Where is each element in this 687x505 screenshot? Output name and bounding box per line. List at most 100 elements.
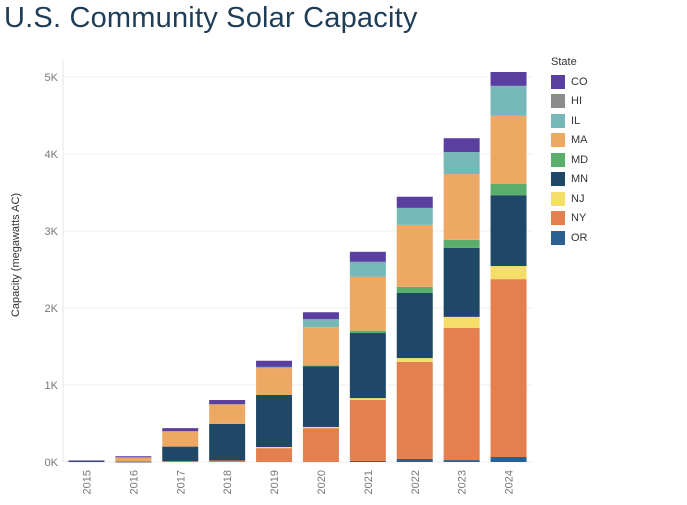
legend-item-ny[interactable]: NY — [551, 209, 588, 229]
bar-segment-nj-2021 — [349, 398, 386, 401]
bar-segment-ma-2024 — [490, 115, 527, 185]
x-tick-label: 2021 — [363, 470, 375, 494]
legend-swatch — [551, 152, 565, 167]
bar-segment-mn-2018 — [209, 423, 246, 461]
bar-segment-co-2018 — [209, 400, 246, 405]
bar-segment-md-2022 — [396, 286, 433, 293]
legend-label: NY — [571, 212, 587, 225]
bar-segment-md-2023 — [443, 239, 480, 248]
legend-swatch — [551, 230, 565, 245]
bar-segment-nj-2023 — [443, 316, 480, 329]
bar-segment-mn-2017 — [162, 446, 199, 462]
legend-swatch — [551, 133, 565, 148]
bar-segment-mn-2024 — [490, 195, 527, 267]
legend-item-nj[interactable]: NJ — [551, 189, 588, 209]
bar-segment-ma-2018 — [209, 404, 246, 424]
bar-segment-co-2016 — [115, 456, 152, 458]
y-tick-label: 4K — [45, 149, 59, 161]
bar-segment-ny-2017 — [162, 461, 199, 463]
y-tick-label: 3K — [45, 226, 59, 238]
bar-segment-ma-2017 — [162, 431, 199, 447]
bar-segment-co-2017 — [162, 428, 199, 432]
legend-label: MA — [571, 134, 588, 147]
x-tick-label: 2017 — [175, 470, 187, 494]
legend-label: OR — [571, 231, 588, 244]
legend-swatch — [551, 172, 565, 187]
legend-item-il[interactable]: IL — [551, 111, 588, 131]
bar-segment-mn-2019 — [256, 395, 293, 447]
legend-item-mn[interactable]: MN — [551, 170, 588, 190]
bar-segment-or-2022 — [396, 458, 433, 462]
x-tick-label: 2020 — [316, 470, 328, 494]
bar-segment-nj-2022 — [396, 358, 433, 362]
legend-title: State — [551, 56, 577, 68]
bar-segment-ny-2024 — [490, 279, 527, 457]
legend-item-co[interactable]: CO — [551, 72, 588, 92]
x-tick-label: 2022 — [410, 470, 422, 494]
bar-segment-co-2020 — [302, 312, 339, 320]
bar-segment-co-2019 — [256, 360, 293, 367]
bar-segment-md-2020 — [302, 365, 339, 367]
y-tick-label: 5K — [45, 72, 59, 84]
bar-segment-or-2024 — [490, 456, 527, 462]
bar-segment-co-2021 — [349, 251, 386, 262]
bar-segment-ma-2022 — [396, 224, 433, 287]
y-tick-label: 1K — [45, 380, 59, 392]
legend: State CO HI IL MA MD MN NJ NY OR — [551, 56, 588, 248]
bar-segment-ny-2018 — [209, 460, 246, 462]
bar-segment-mn-2022 — [396, 292, 433, 359]
legend-label: HI — [571, 95, 582, 108]
legend-item-ma[interactable]: MA — [551, 131, 588, 151]
legend-swatch — [551, 191, 565, 206]
bar-segment-il-2019 — [256, 366, 293, 369]
x-tick-label: 2015 — [81, 470, 93, 494]
bar-segment-ma-2019 — [256, 368, 293, 396]
bar-segment-mn-2020 — [302, 366, 339, 427]
legend-label: MN — [571, 173, 589, 186]
bar-segment-mn-2023 — [443, 247, 480, 317]
bar-segment-ma-2020 — [302, 327, 339, 366]
y-tick-label: 0K — [45, 457, 59, 469]
legend-swatch — [551, 113, 565, 128]
bar-segment-ny-2021 — [349, 400, 386, 461]
legend-item-hi[interactable]: HI — [551, 92, 588, 112]
bar-segment-co-2015 — [68, 460, 105, 462]
bar-segment-il-2022 — [396, 207, 433, 225]
bar-segment-md-2024 — [490, 184, 527, 196]
bar-segment-ny-2022 — [396, 361, 433, 459]
bar-segment-co-2024 — [490, 71, 527, 86]
chart-title: U.S. Community Solar Capacity — [4, 2, 418, 34]
bar-segment-il-2021 — [349, 261, 386, 277]
bar-segment-mn-2021 — [349, 333, 386, 399]
bar-segment-il-2020 — [302, 319, 339, 328]
legend-swatch — [551, 74, 565, 89]
bar-segment-md-2021 — [349, 330, 386, 334]
x-tick-label: 2024 — [504, 470, 516, 494]
legend-item-md[interactable]: MD — [551, 150, 588, 170]
bar-segment-ma-2016 — [115, 457, 152, 462]
bar-segment-ny-2023 — [443, 328, 480, 461]
bar-segment-nj-2024 — [490, 266, 527, 280]
bar-segment-il-2024 — [490, 85, 527, 116]
bar-segment-ma-2021 — [349, 276, 386, 331]
legend-item-or[interactable]: OR — [551, 228, 588, 248]
x-tick-label: 2016 — [128, 470, 140, 494]
y-tick-label: 2K — [45, 303, 59, 315]
bar-segment-nj-2020 — [302, 426, 339, 429]
legend-label: IL — [571, 114, 581, 127]
bar-segment-ny-2019 — [256, 448, 293, 462]
bar-segment-mn-2015 — [68, 460, 105, 462]
legend-label: MD — [571, 153, 589, 166]
bar-segment-co-2023 — [443, 138, 480, 153]
bar-segment-or-2021 — [349, 460, 386, 462]
bar-segment-nj-2019 — [256, 446, 293, 449]
x-tick-label: 2018 — [222, 470, 234, 494]
x-tick-label: 2019 — [269, 470, 281, 494]
x-tick-label: 2023 — [457, 470, 469, 494]
legend-label: CO — [571, 75, 588, 88]
bar-segment-co-2022 — [396, 196, 433, 208]
bar-segment-ma-2023 — [443, 174, 480, 240]
bar-segment-or-2023 — [443, 460, 480, 462]
legend-swatch — [551, 211, 565, 226]
